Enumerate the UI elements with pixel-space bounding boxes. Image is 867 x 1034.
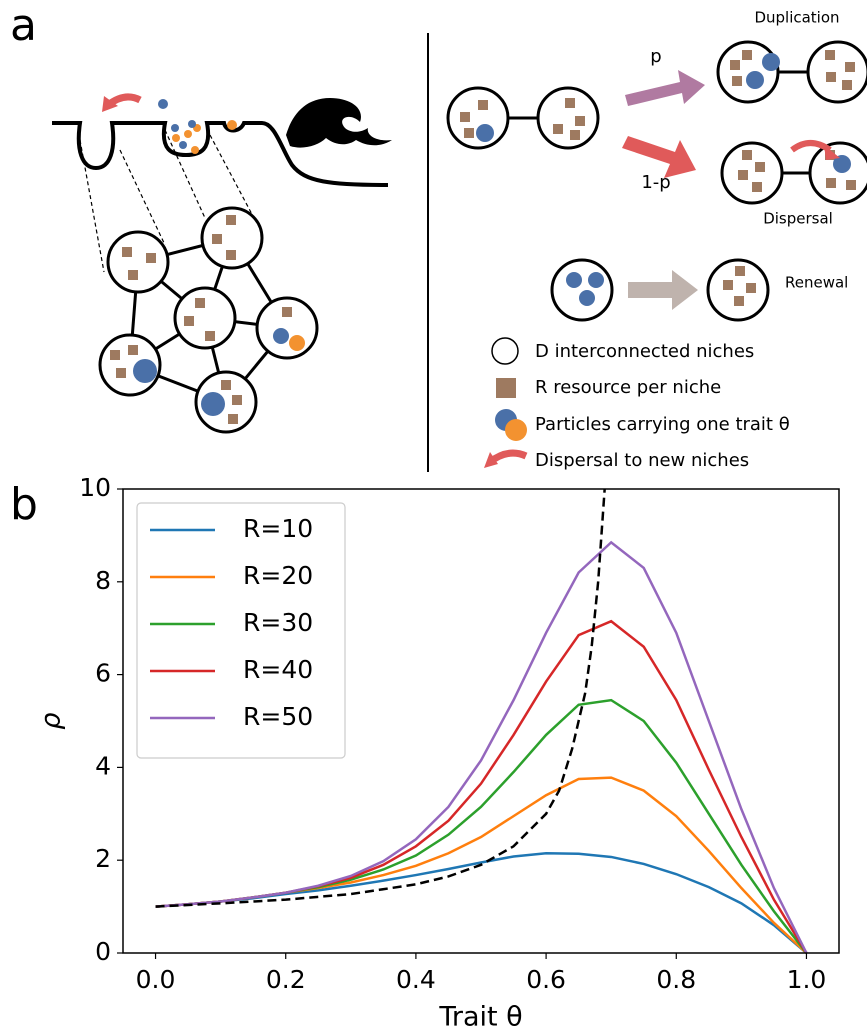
- panel-label: a: [10, 0, 37, 51]
- x-tick-label: 0.6: [526, 965, 566, 994]
- x-axis-label: Trait θ: [438, 1002, 522, 1033]
- figure: a: [0, 0, 867, 1034]
- event-label: Dispersal: [763, 210, 833, 228]
- event-label: Renewal: [785, 274, 848, 292]
- x-tick-label: 0.2: [266, 965, 306, 994]
- legend-label: R=10: [243, 514, 313, 543]
- y-tick-label: 0: [95, 937, 111, 966]
- legend-label: R=20: [243, 561, 313, 590]
- x-tick-label: 0.0: [136, 965, 176, 994]
- y-tick-label: 4: [95, 751, 111, 780]
- legend-text: D interconnected niches: [535, 341, 754, 362]
- legend-text: Dispersal to new niches: [535, 450, 749, 471]
- x-tick-label: 0.4: [396, 965, 436, 994]
- event-label: Duplication: [754, 9, 839, 27]
- prob-label: 1-p: [641, 172, 670, 193]
- diagram-legend: [484, 338, 527, 468]
- wave: [286, 98, 392, 148]
- legend-text: Particles carrying one trait θ: [535, 414, 790, 435]
- legend-box: [137, 503, 345, 758]
- x-tick-label: 1.0: [787, 965, 827, 994]
- x-tick-label: 0.8: [656, 965, 696, 994]
- panel-label: b: [10, 479, 38, 530]
- network: [100, 208, 317, 432]
- plot: 0.0 0.2 0.4 0.6 0.8 1.0 0 2 4 6 8 10 Trait θ ρ R=10 R=2…: [36, 473, 840, 1033]
- y-axis-label: ρ: [36, 712, 67, 729]
- y-tick-label: 10: [79, 473, 111, 502]
- legend-label: R=50: [243, 702, 313, 731]
- legend-label: R=30: [243, 608, 313, 637]
- data-line: [156, 853, 807, 953]
- y-tick-label: 6: [95, 659, 111, 688]
- legend-label: R=40: [243, 655, 313, 684]
- prob-label: p: [650, 46, 661, 67]
- legend-text: R resource per niche: [535, 377, 721, 398]
- y-tick-label: 2: [95, 844, 111, 873]
- y-tick-label: 8: [95, 566, 111, 595]
